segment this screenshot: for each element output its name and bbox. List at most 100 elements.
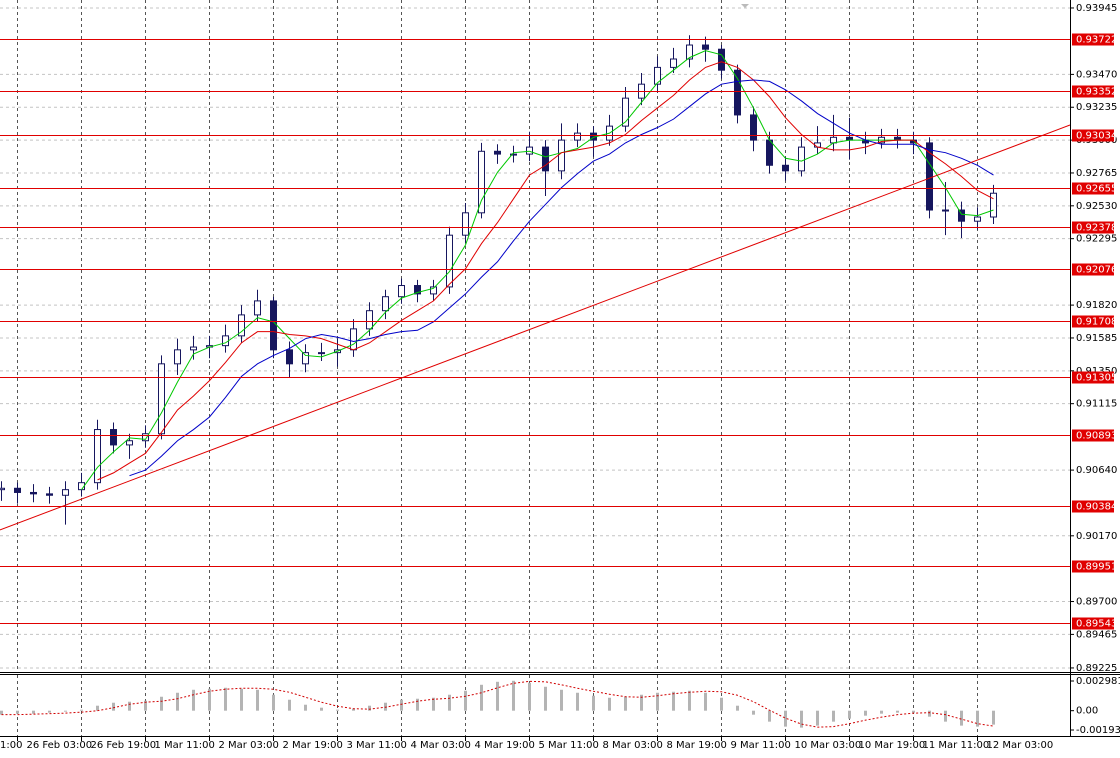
histogram-bar: [816, 710, 819, 726]
y-tick-label: -0.001939: [1076, 725, 1120, 736]
histogram-bar: [320, 707, 323, 711]
candle-body: [990, 192, 997, 218]
histogram-bar: [480, 684, 483, 711]
candle-body: [510, 153, 517, 156]
histogram-bar: [992, 710, 995, 725]
histogram-bar: [48, 710, 51, 713]
candle-body: [702, 44, 709, 50]
level-label: 0.92655: [1076, 184, 1117, 195]
plot: [0, 35, 1071, 728]
histogram-bar: [960, 710, 963, 726]
x-tick-label: 2 Mar 19:00: [283, 740, 343, 751]
level-label-box: [1072, 315, 1114, 328]
y-tick-label: 0.93470: [1076, 69, 1117, 80]
x-tick-label: 8 Mar 19:00: [667, 740, 727, 751]
x-tick-label: 11 Mar 11:00: [923, 740, 990, 751]
candle-body: [926, 142, 933, 211]
level-label-box: [1072, 617, 1114, 630]
level-label-box: [1072, 221, 1114, 234]
histogram-bar: [80, 709, 83, 711]
candle-body: [62, 489, 69, 496]
candle-body: [414, 285, 421, 295]
candle-body: [126, 440, 133, 446]
candle-body: [494, 150, 501, 155]
histogram-bar: [128, 701, 131, 711]
candle-body: [382, 296, 389, 312]
histogram-bar: [624, 696, 627, 711]
y-tick-label: 0.89465: [1076, 629, 1117, 640]
level-label-box: [1072, 129, 1114, 142]
level-label-box: [1072, 560, 1114, 573]
candle-body: [174, 349, 181, 365]
candle-body: [46, 493, 53, 496]
histogram-bar: [592, 695, 595, 711]
histogram-bar: [160, 696, 163, 711]
histogram-bar: [336, 709, 339, 711]
y-tick-label: 0.92530: [1076, 201, 1117, 212]
grid: [0, 0, 1070, 736]
level-label: 0.90384: [1076, 502, 1117, 513]
level-label-box: [1072, 429, 1114, 442]
candle-body: [286, 349, 293, 365]
x-tick-label: 3 Mar 11:00: [347, 740, 407, 751]
candle-body: [958, 209, 965, 222]
histogram-bar: [16, 710, 19, 714]
x-tick-label: 4 Mar 03:00: [411, 740, 471, 751]
candle-body: [654, 66, 661, 85]
histogram-bar: [368, 705, 371, 711]
candle-body: [766, 139, 773, 166]
moving-average: [81, 50, 994, 490]
y-tick-label: 0.91115: [1076, 399, 1117, 410]
histogram-bar: [752, 710, 755, 715]
x-tick-label: 2 Mar 03:00: [219, 740, 279, 751]
x-tick-label: 10 Mar 19:00: [859, 740, 926, 751]
x-tick-label: 8 Mar 03:00: [603, 740, 663, 751]
y-tick-label: 0.93235: [1076, 102, 1117, 113]
candle-body: [574, 132, 581, 141]
histogram-bar: [192, 689, 195, 711]
histogram-bar: [96, 705, 99, 711]
x-tick-label: 10 Mar 03:00: [795, 740, 862, 751]
level-label: 0.89951: [1076, 562, 1117, 573]
level-label: 0.93352: [1076, 87, 1117, 98]
histogram-bar: [496, 681, 499, 711]
histogram-bar: [704, 692, 707, 711]
x-tick-label: 1:00: [0, 740, 22, 751]
trend-line: [0, 124, 1071, 531]
candle-body: [542, 146, 549, 172]
candle-body: [462, 212, 469, 236]
candle-body: [718, 48, 725, 71]
candle-body: [222, 335, 229, 347]
histogram-bar: [144, 700, 147, 711]
moving-average: [129, 79, 994, 477]
candle-body: [366, 310, 373, 330]
level-label: 0.93034: [1076, 131, 1117, 142]
candle-body: [670, 58, 677, 68]
histogram-bar: [640, 694, 643, 711]
histogram-bar: [304, 704, 307, 711]
histogram-bar: [416, 698, 419, 711]
histogram-bar: [848, 710, 851, 719]
y-tick-label: 0.89700: [1076, 597, 1117, 608]
candle-body: [398, 285, 405, 298]
y-tick-label: 0.92765: [1076, 168, 1117, 179]
histogram-bar: [944, 710, 947, 722]
candle-body: [750, 114, 757, 141]
candle-body: [94, 429, 101, 484]
level-label-box: [1072, 371, 1114, 384]
histogram-bar: [544, 686, 547, 711]
level-label: 0.92378: [1076, 223, 1117, 234]
histogram-bar: [352, 708, 355, 711]
candle-body: [734, 69, 741, 116]
histogram-bar: [896, 710, 899, 713]
histogram-bar: [208, 688, 211, 711]
x-tick-label: 5 Mar 11:00: [539, 740, 599, 751]
candle-body: [974, 216, 981, 222]
y-tick-label: 0.91350: [1076, 366, 1117, 377]
level-label-box: [1072, 500, 1114, 513]
candle-body: [446, 234, 453, 288]
histogram-bar: [224, 687, 227, 711]
y-tick-label: 0.91585: [1076, 333, 1117, 344]
